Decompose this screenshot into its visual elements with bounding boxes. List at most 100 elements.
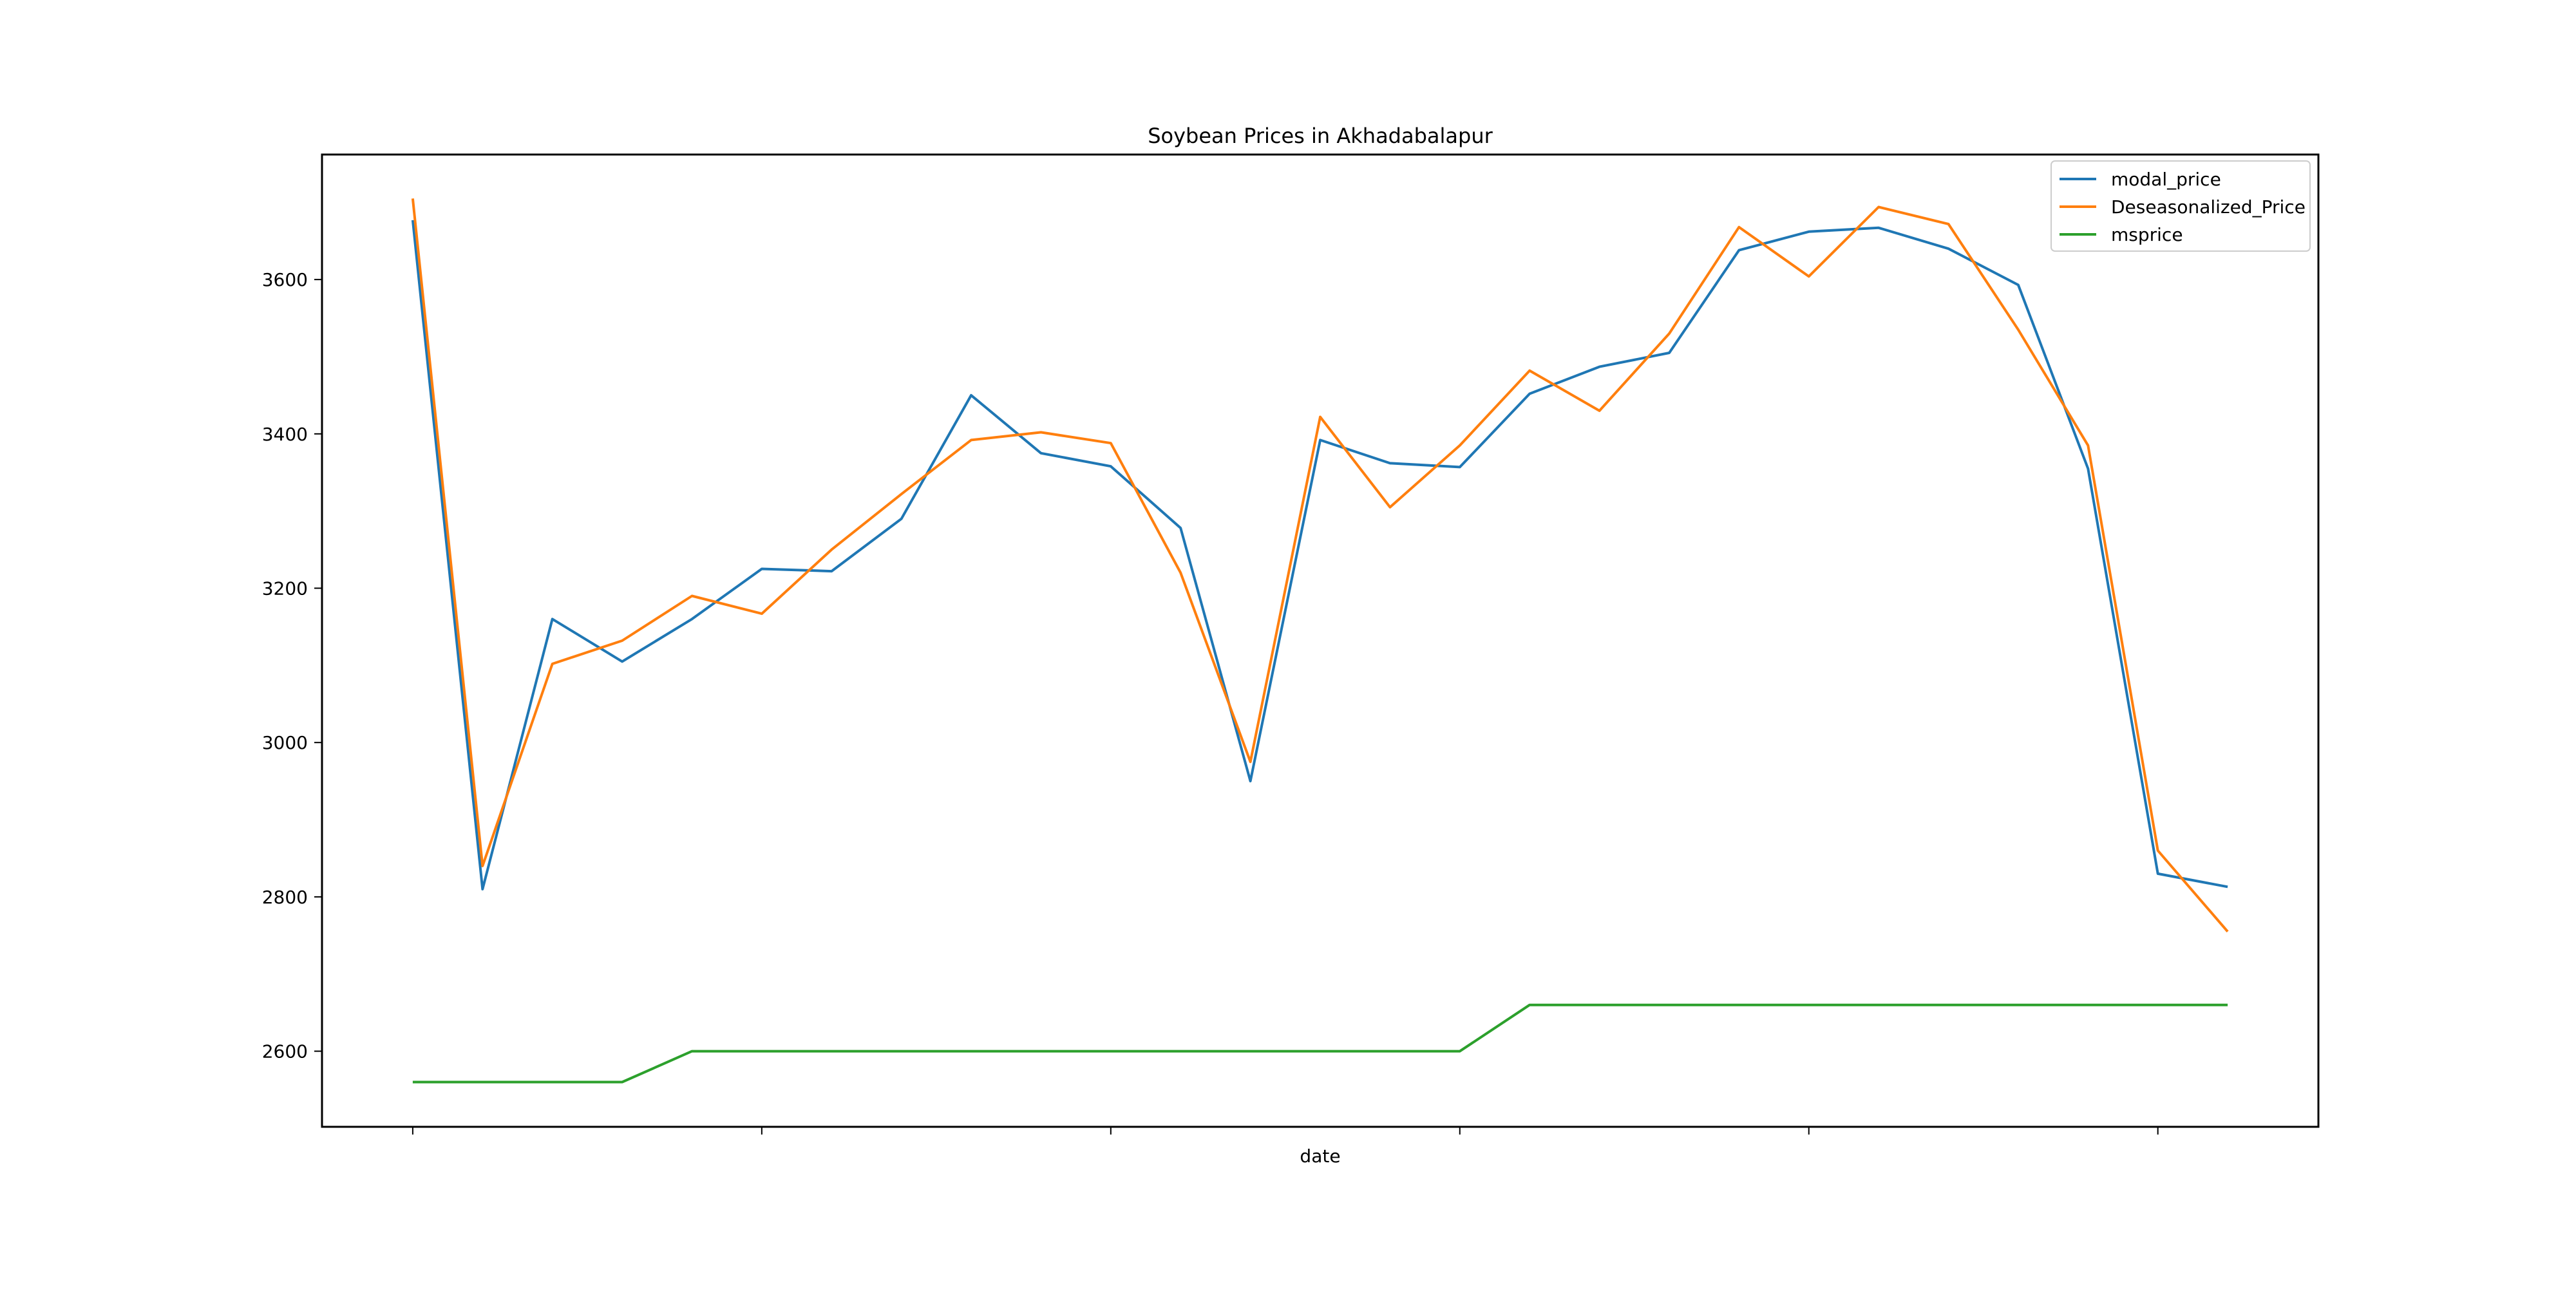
data-point — [2156, 1003, 2160, 1007]
data-point — [690, 617, 694, 621]
data-point — [620, 659, 624, 663]
data-point — [480, 887, 484, 891]
data-point — [1039, 1050, 1043, 1053]
data-point — [1039, 430, 1043, 434]
data-point — [2086, 444, 2090, 448]
data-point — [551, 662, 554, 666]
series-line-msprice — [412, 1003, 2228, 1084]
data-point — [690, 1050, 694, 1053]
data-point — [1667, 351, 1671, 355]
series-line-modal-price — [411, 220, 2228, 891]
chart-title: Soybean Prices in Akhadabalapur — [1148, 124, 1493, 148]
data-point — [760, 1050, 764, 1053]
data-point — [760, 612, 764, 616]
data-point — [1877, 205, 1880, 209]
data-point — [1667, 1003, 1671, 1007]
data-point — [551, 1080, 554, 1084]
data-point — [900, 492, 904, 496]
y-tick-label: 3200 — [262, 578, 308, 599]
data-point — [969, 438, 973, 442]
data-point — [1947, 1003, 1951, 1007]
data-point — [829, 569, 833, 573]
data-point — [2156, 849, 2160, 853]
data-point — [620, 1080, 624, 1084]
data-point — [1388, 1050, 1392, 1053]
data-point — [1179, 1050, 1182, 1053]
y-tick-label: 3600 — [262, 269, 308, 290]
data-point — [1318, 415, 1322, 419]
data-point — [1667, 332, 1671, 335]
x-axis — [412, 1127, 2159, 1135]
data-point — [1807, 1003, 1811, 1007]
series-points-modal-price — [411, 218, 2230, 891]
data-point — [760, 567, 764, 571]
x-axis-label: date — [1300, 1145, 1340, 1167]
data-point — [480, 864, 484, 868]
data-point — [1528, 392, 1531, 396]
data-point — [829, 1050, 833, 1053]
data-point — [1109, 464, 1113, 468]
data-point — [1807, 230, 1811, 234]
data-point — [2226, 885, 2230, 889]
data-point — [1598, 1003, 1602, 1007]
legend-label: modal_price — [2111, 169, 2221, 190]
data-point — [2086, 1003, 2090, 1007]
y-tick-label: 2800 — [262, 887, 308, 908]
data-point — [480, 1080, 484, 1084]
data-point — [900, 1050, 904, 1053]
data-point — [969, 1050, 973, 1053]
data-point — [1807, 274, 1811, 278]
data-point — [1598, 409, 1602, 413]
data-point — [1179, 526, 1182, 530]
data-point — [1039, 451, 1043, 455]
data-point — [1528, 369, 1531, 373]
data-point — [551, 617, 554, 621]
data-point — [1877, 226, 1880, 230]
data-point — [1458, 444, 1462, 448]
data-point — [1737, 225, 1741, 229]
data-point — [411, 1080, 415, 1084]
data-point — [1249, 760, 1253, 764]
data-point — [1249, 1050, 1253, 1053]
y-tick-label: 2600 — [262, 1041, 308, 1062]
series-points-msprice — [411, 1003, 2230, 1084]
data-point — [411, 196, 415, 200]
legend-label: msprice — [2111, 224, 2183, 245]
data-point — [1947, 222, 1951, 226]
data-point — [2016, 1003, 2020, 1007]
y-tick-label: 3400 — [262, 424, 308, 445]
data-point — [1249, 779, 1253, 783]
data-point — [620, 639, 624, 643]
y-tick-label: 3000 — [262, 732, 308, 753]
data-point — [1318, 438, 1322, 442]
series-layer — [411, 196, 2230, 1084]
data-point — [1737, 1003, 1741, 1007]
series-line-deseasonalized-price — [411, 198, 2229, 933]
data-point — [2226, 1003, 2230, 1007]
data-point — [1598, 365, 1602, 369]
data-point — [2016, 283, 2020, 287]
data-point — [969, 393, 973, 397]
data-point — [900, 517, 904, 521]
data-point — [2016, 328, 2020, 332]
data-point — [1109, 1050, 1113, 1053]
data-point — [2226, 930, 2230, 934]
y-axis: 2600 2800 3000 3200 3400 3600 — [262, 269, 322, 1062]
data-point — [1318, 1050, 1322, 1053]
legend-box — [2050, 160, 2311, 252]
data-point — [1737, 249, 1741, 252]
data-point — [2086, 467, 2090, 471]
data-point — [690, 594, 694, 598]
data-point — [1458, 465, 1462, 469]
data-point — [1458, 1050, 1462, 1053]
data-point — [1179, 571, 1182, 575]
data-point — [2156, 872, 2160, 876]
data-point — [829, 548, 833, 552]
data-point — [1877, 1003, 1880, 1007]
plot-area-frame — [321, 153, 2320, 1128]
series-points-deseasonalized-price — [411, 196, 2230, 933]
data-point — [1528, 1003, 1531, 1007]
data-point — [1947, 247, 1951, 250]
